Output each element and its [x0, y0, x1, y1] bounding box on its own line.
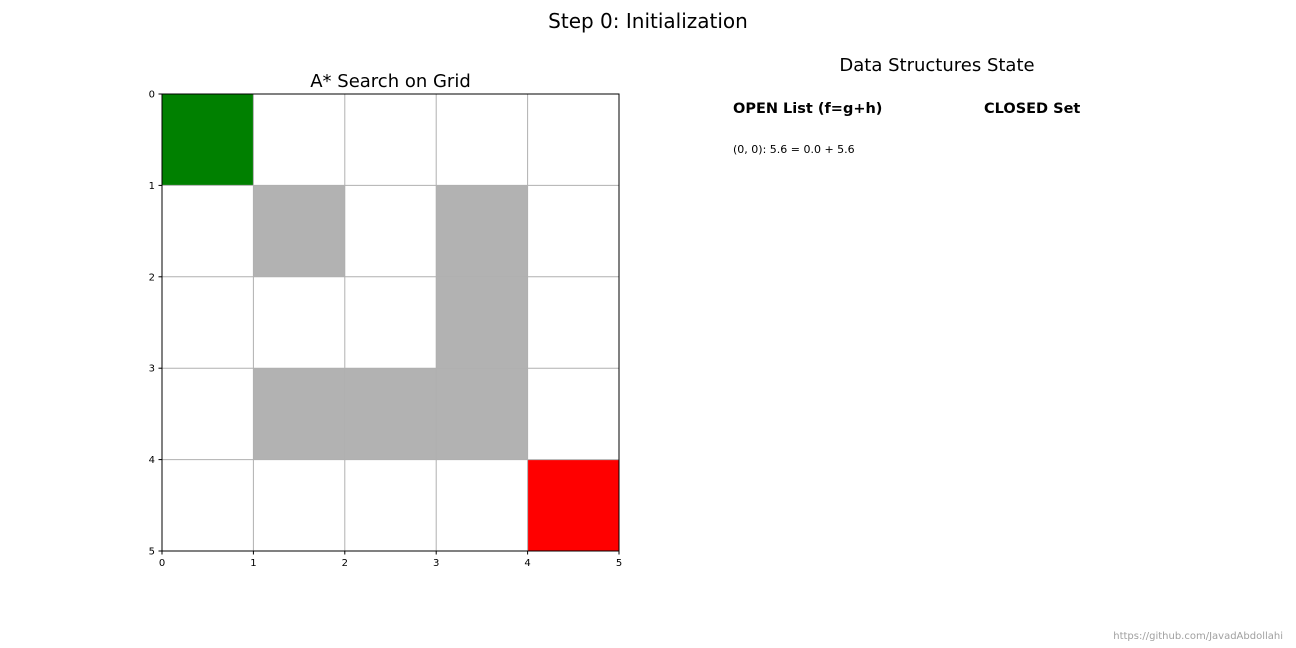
open-list-header: OPEN List (f=g+h) [733, 101, 883, 117]
obstacle-cell [436, 368, 528, 460]
x-tick-label: 1 [250, 558, 256, 569]
closed-set-header: CLOSED Set [984, 101, 1081, 117]
data-structures-title: Data Structures State [839, 55, 1035, 76]
x-tick-label: 5 [616, 558, 622, 569]
open-list: (0, 0): 5.6 = 0.0 + 5.6 [733, 142, 855, 157]
obstacle-cell [436, 276, 528, 369]
y-tick-label: 1 [149, 181, 155, 192]
x-tick-label: 2 [342, 558, 348, 569]
x-tick-label: 4 [524, 558, 530, 569]
footer-credit: https://github.com/JavadAbdollahi [1113, 631, 1283, 642]
x-tick-label: 0 [159, 558, 165, 569]
y-tick-label: 5 [149, 547, 155, 558]
y-tick-label: 2 [149, 272, 155, 283]
open-list-item: (0, 0): 5.6 = 0.0 + 5.6 [733, 143, 855, 156]
x-tick-label: 3 [433, 558, 439, 569]
grid-chart-title: A* Search on Grid [310, 71, 471, 92]
y-tick-label: 3 [149, 364, 155, 375]
start-cell [162, 94, 254, 186]
y-tick-label: 4 [149, 455, 155, 466]
obstacle-cell [344, 368, 437, 460]
plot-frame [161, 93, 620, 552]
figure-title: Step 0: Initialization [548, 9, 748, 33]
y-tick-label: 0 [149, 90, 155, 101]
obstacle-cell [253, 368, 345, 460]
obstacle-cell [253, 185, 345, 277]
goal-cell [527, 459, 619, 551]
obstacle-cell [436, 185, 528, 277]
